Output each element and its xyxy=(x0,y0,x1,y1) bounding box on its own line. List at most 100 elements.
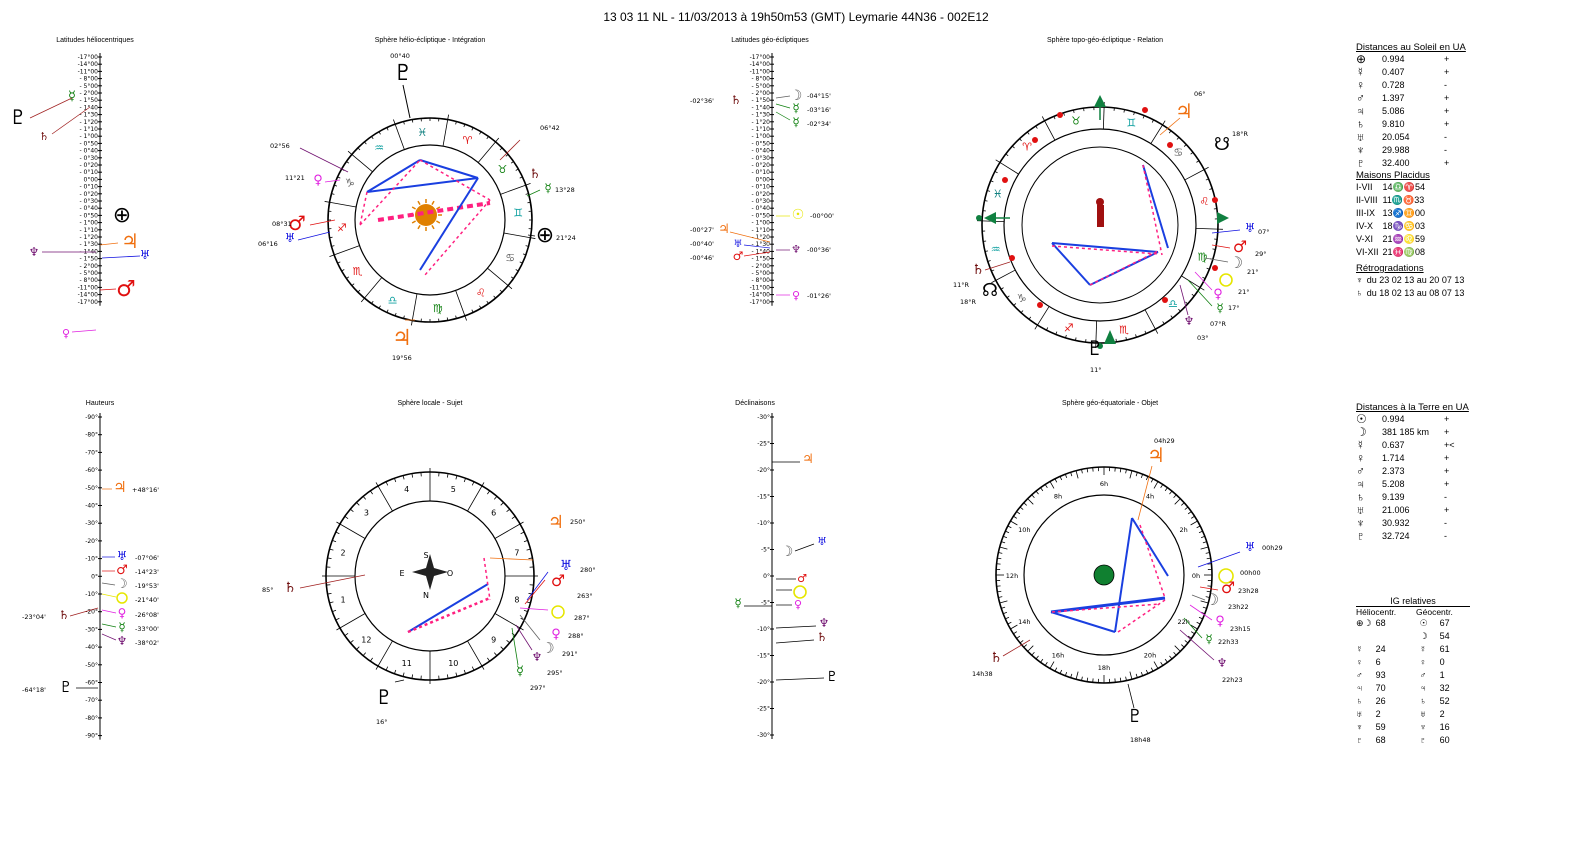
degree-tick xyxy=(371,300,374,304)
planet-glyph: ☿ xyxy=(1356,65,1365,79)
degree-tick xyxy=(1010,520,1018,526)
panel-title-hauteurs: Hauteurs xyxy=(85,400,115,407)
degree-tick xyxy=(378,305,381,309)
degree-tick xyxy=(1019,506,1024,510)
degree-tick xyxy=(471,666,475,671)
degree-tick xyxy=(984,200,988,202)
house-marker xyxy=(1037,302,1043,308)
tick-label: -30° xyxy=(757,732,770,739)
ig-helio-value: 68 xyxy=(1375,735,1386,745)
degree-tick xyxy=(446,674,449,679)
tick-label: -20° xyxy=(757,679,770,686)
value-label: 11°R xyxy=(953,281,970,289)
connector-line xyxy=(984,261,1011,271)
degree-tick xyxy=(481,665,485,670)
zodiac-sign-icon: ♓ xyxy=(417,126,427,139)
tick-label: -5° xyxy=(761,547,770,554)
tick-label: -11°00 xyxy=(750,284,771,291)
planet-glyph: ♃ xyxy=(1356,104,1365,118)
connector-line xyxy=(71,329,97,333)
planet-glyph: ☽ xyxy=(1356,425,1367,439)
table-row: ☽ 54 xyxy=(1356,630,1454,643)
mars-icon: ♂ xyxy=(551,571,565,590)
sun-ray xyxy=(417,200,421,205)
degree-tick xyxy=(334,184,338,187)
house-pair: IV-X xyxy=(1356,221,1374,231)
sun-icon xyxy=(415,204,437,226)
sector-divider xyxy=(477,141,496,163)
connector-line xyxy=(1179,629,1215,661)
table-row: ☿ 24 ☿ 61 xyxy=(1356,643,1454,656)
value-label: 14h38 xyxy=(972,670,993,678)
degree-tick xyxy=(1054,478,1058,483)
distance-value: 0.994 xyxy=(1382,414,1405,424)
degree-tick xyxy=(393,119,396,125)
connector-line xyxy=(1211,229,1241,234)
mars-icon: ♂ xyxy=(733,249,744,263)
connector-line xyxy=(499,139,521,161)
degree-tick xyxy=(519,176,523,179)
aspect-line xyxy=(1142,164,1169,249)
value-label: 04h29 xyxy=(1154,437,1175,445)
degree-tick xyxy=(1005,530,1010,534)
planet-glyph: ♄ xyxy=(1356,490,1365,504)
trend-sign: + xyxy=(1444,119,1450,129)
venus-icon: ♀ xyxy=(794,598,802,611)
ig-header: Héliocentr. Géocentr. xyxy=(1356,607,1470,617)
compass-s: S xyxy=(423,551,428,560)
value-label: 287° xyxy=(574,614,590,622)
house-marker xyxy=(1032,137,1038,143)
degree-tick xyxy=(528,557,533,560)
degree-tick xyxy=(463,669,466,674)
ig-col1-label: Héliocentr. xyxy=(1356,607,1397,617)
table-row: I-VII 14♎♈54 xyxy=(1356,181,1429,194)
degree-tick xyxy=(1145,476,1149,481)
value-label: 08°31 xyxy=(272,220,292,228)
planet-glyph: ♀ xyxy=(1356,78,1365,92)
tick-label: - 0°40 xyxy=(751,205,770,212)
degree-tick xyxy=(1086,468,1089,473)
value-label: 02°56 xyxy=(270,142,290,150)
degree-tick xyxy=(463,478,466,483)
zodiac-sign-icon: ♋ xyxy=(1173,146,1183,159)
degree-tick xyxy=(1155,329,1159,334)
degree-tick xyxy=(1150,667,1154,672)
degree-tick xyxy=(329,601,334,604)
degree-tick xyxy=(1190,520,1198,526)
ig-helio-value: 68 xyxy=(1375,618,1386,628)
house-number: 3 xyxy=(364,508,369,517)
degree-tick xyxy=(371,136,374,140)
tick-label: -30° xyxy=(85,626,98,633)
zodiac-sign-icon: ♏ xyxy=(353,265,363,278)
tick-label: - 1°10 xyxy=(79,126,98,133)
degree-tick xyxy=(1003,611,1008,615)
tick-label: - 2°00 xyxy=(79,90,98,97)
tick-label: -20° xyxy=(757,467,770,474)
trend-sign: - xyxy=(1444,492,1447,502)
degree-tick xyxy=(1041,116,1045,121)
degree-tick xyxy=(997,590,1002,593)
degree-tick xyxy=(1187,511,1192,515)
degree-tick xyxy=(1178,308,1181,312)
panel-title-sphere-equat: Sphère géo-équatoriale - Objet xyxy=(1061,400,1159,407)
tick-label: -80° xyxy=(85,715,98,722)
degree-tick xyxy=(1212,248,1216,250)
degree-tick xyxy=(350,508,354,513)
tick-label: - 0°50 xyxy=(751,212,770,219)
ig-geo-glyph: ♀ xyxy=(1419,657,1427,667)
aspect-line xyxy=(1131,517,1169,577)
distance-value: 21.006 xyxy=(1382,505,1410,515)
uranus-icon: ♅ xyxy=(817,535,827,548)
tick-label: -14°00 xyxy=(750,61,771,68)
tick-label: -10° xyxy=(757,520,770,527)
distance-value: 0.637 xyxy=(1382,440,1405,450)
degree-tick xyxy=(1049,661,1055,669)
ig-col2-label: Géocentr. xyxy=(1416,607,1453,617)
degree-tick xyxy=(1020,310,1024,313)
mars-icon: ♂ xyxy=(1221,578,1235,597)
value-label: 23h15 xyxy=(1230,625,1251,633)
degree-tick xyxy=(402,475,405,480)
equat-inner-ring xyxy=(1023,494,1185,656)
table-row: ♆ 30.932 - xyxy=(1356,517,1459,530)
degree-tick xyxy=(1007,525,1012,529)
